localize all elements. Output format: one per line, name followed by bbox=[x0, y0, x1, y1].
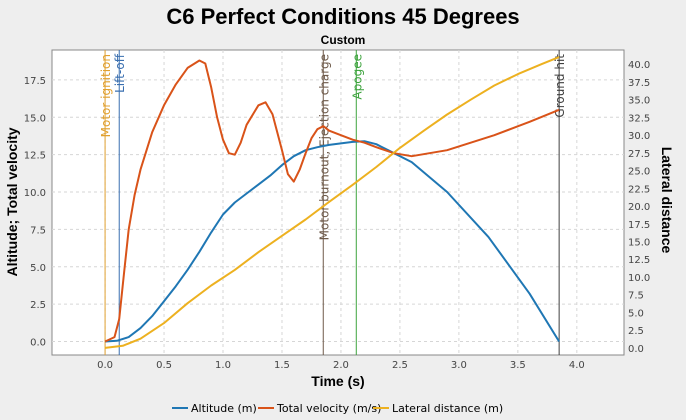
y-left-tick-label: 12.5 bbox=[24, 151, 46, 162]
y-right-tick-label: 22.5 bbox=[628, 184, 650, 195]
event-label: Ground hit bbox=[553, 54, 567, 118]
event-markers: Motor ignition Lift-off Motor burnout, Eje… bbox=[99, 50, 567, 355]
y-right-tick-label: 32.5 bbox=[628, 113, 650, 124]
series-line-1 bbox=[104, 59, 560, 343]
y-right-tick-label: 30.0 bbox=[628, 131, 650, 142]
x-axis-ticks: 0.0 0.5 1.0 1.5 2.0 2.5 3.0 3.5 4.0 bbox=[97, 360, 585, 371]
y-right-axis-ticks: 0.0 2.5 5.0 7.5 10.0 12.5 15.0 17.5 20.0 22.5 25.0… bbox=[628, 60, 650, 355]
event-label: Motor ignition bbox=[99, 54, 113, 137]
y-right-tick-label: 20.0 bbox=[628, 202, 650, 213]
x-tick-label: 3.0 bbox=[451, 360, 467, 371]
y-right-tick-label: 10.0 bbox=[628, 273, 650, 284]
y-right-tick-label: 40.0 bbox=[628, 60, 650, 71]
y-left-tick-label: 15.0 bbox=[24, 113, 46, 124]
y-right-tick-label: 25.0 bbox=[628, 167, 650, 178]
x-tick-label: 1.0 bbox=[215, 360, 231, 371]
x-tick-label: 0.0 bbox=[97, 360, 113, 371]
y-right-tick-label: 5.0 bbox=[628, 308, 644, 319]
y-right-tick-label: 15.0 bbox=[628, 238, 650, 249]
x-tick-label: 0.5 bbox=[156, 360, 172, 371]
y-right-tick-label: 7.5 bbox=[628, 291, 644, 302]
y-right-tick-label: 17.5 bbox=[628, 220, 650, 231]
y-left-tick-label: 17.5 bbox=[24, 76, 46, 87]
y-right-tick-label: 35.0 bbox=[628, 96, 650, 107]
event-label: Lift-off bbox=[113, 53, 127, 93]
legend-label: Altitude (m) bbox=[191, 402, 257, 415]
y-right-tick-label: 0.0 bbox=[628, 344, 644, 355]
y-left-tick-label: 0.0 bbox=[30, 338, 46, 349]
legend-label: Total velocity (m/s) bbox=[276, 402, 381, 415]
x-axis-label: Time (s) bbox=[311, 373, 364, 389]
y-right-axis-label: Lateral distance bbox=[659, 147, 675, 254]
event-label: Apogee bbox=[350, 54, 364, 100]
series-lines bbox=[104, 56, 560, 349]
y-left-tick-label: 2.5 bbox=[30, 300, 46, 311]
x-tick-label: 2.0 bbox=[333, 360, 349, 371]
y-right-tick-label: 27.5 bbox=[628, 149, 650, 160]
legend-label: Lateral distance (m) bbox=[392, 402, 503, 415]
y-right-tick-label: 12.5 bbox=[628, 255, 650, 266]
y-left-tick-label: 10.0 bbox=[24, 188, 46, 199]
x-tick-label: 3.5 bbox=[510, 360, 526, 371]
y-right-tick-label: 37.5 bbox=[628, 78, 650, 89]
y-right-tick-label: 2.5 bbox=[628, 326, 644, 337]
chart-subtitle: Custom bbox=[321, 33, 366, 47]
y-left-axis-ticks: 0.0 2.5 5.0 7.5 10.0 12.5 15.0 17.5 bbox=[24, 76, 46, 349]
legend: Altitude (m) Total velocity (m/s) Lateral … bbox=[172, 402, 503, 415]
x-tick-label: 1.5 bbox=[274, 360, 290, 371]
x-tick-label: 4.0 bbox=[569, 360, 585, 371]
x-tick-label: 2.5 bbox=[392, 360, 408, 371]
series-line-2 bbox=[104, 56, 560, 349]
y-left-tick-label: 5.0 bbox=[30, 263, 46, 274]
event-label: Motor burnout, Ejection charge bbox=[317, 54, 331, 240]
chart-title: C6 Perfect Conditions 45 Degrees bbox=[166, 4, 519, 29]
y-left-tick-label: 7.5 bbox=[30, 225, 46, 236]
y-left-axis-label: Altitude; Total velocity bbox=[4, 127, 20, 276]
